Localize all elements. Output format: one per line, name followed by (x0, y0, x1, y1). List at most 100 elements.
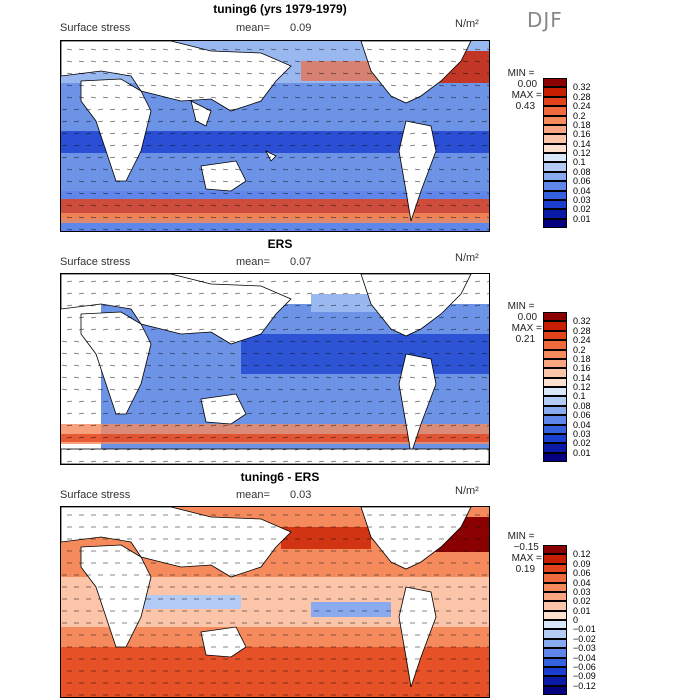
wind-vector (289, 132, 296, 135)
wind-vector (145, 376, 152, 379)
colorbar-swatch (543, 396, 567, 406)
wind-vector (162, 436, 169, 439)
wind-vector (145, 352, 152, 355)
panel-1-units: N/m² (455, 18, 479, 30)
wind-vector (66, 316, 73, 319)
wind-vector (229, 144, 236, 147)
wind-vector (306, 304, 313, 307)
wind-vector (282, 168, 289, 171)
wind-vector (330, 180, 337, 183)
wind-vector (78, 228, 85, 231)
wind-vector (66, 412, 73, 415)
wind-vector (102, 304, 109, 307)
wind-vector (66, 436, 73, 439)
wind-vector (330, 192, 337, 195)
wind-vector (114, 328, 121, 331)
wind-vector (157, 144, 164, 147)
wind-vector (366, 72, 373, 75)
wind-vector (289, 352, 296, 355)
wind-vector (162, 96, 169, 99)
wind-vector (186, 412, 193, 415)
wind-vector (433, 376, 440, 379)
wind-vector (66, 168, 73, 171)
wind-vector (289, 388, 296, 391)
wind-vector (318, 400, 325, 403)
wind-vector (385, 388, 392, 391)
wind-vector (378, 84, 385, 87)
panel-2-max-value: 0.21 (515, 334, 536, 345)
wind-vector (66, 84, 73, 87)
wind-vector (97, 132, 104, 135)
wind-vector (246, 48, 253, 51)
wind-vector (337, 120, 344, 123)
wind-vector (354, 304, 361, 307)
wind-vector (90, 436, 97, 439)
wind-vector (318, 292, 325, 295)
wind-vector (409, 108, 416, 111)
wind-vector (282, 424, 289, 427)
wind-vector (366, 412, 373, 415)
wind-vector (181, 364, 188, 367)
wind-vector (318, 412, 325, 415)
wind-vector (114, 204, 121, 207)
wind-vector (246, 304, 253, 307)
wind-vector (397, 388, 404, 391)
colorbar-swatch (543, 685, 567, 695)
wind-vector (78, 48, 85, 51)
wind-vector (330, 48, 337, 51)
colorbar-swatch (543, 563, 567, 574)
wind-vector (438, 460, 445, 463)
wind-vector (462, 60, 469, 63)
wind-vector (90, 96, 97, 99)
wind-vector (186, 292, 193, 295)
wind-vector (354, 84, 361, 87)
wind-vector (438, 280, 445, 283)
wind-vector (294, 48, 301, 51)
wind-vector (390, 192, 397, 195)
wind-vector (97, 352, 104, 355)
wind-vector (282, 96, 289, 99)
wind-vector (450, 316, 457, 319)
wind-vector (210, 216, 217, 219)
wind-vector (145, 144, 152, 147)
wind-vector (469, 340, 476, 343)
wind-vector (162, 72, 169, 75)
wind-vector (354, 412, 361, 415)
wind-vector (349, 352, 356, 355)
panel-2-minmax: MIN = 0.00 MAX = 0.21 (502, 290, 542, 345)
wind-vector (313, 120, 320, 123)
wind-vector (109, 132, 116, 135)
wind-vector (121, 340, 128, 343)
wind-vector (234, 72, 241, 75)
wind-vector (150, 168, 157, 171)
wind-vector (222, 400, 229, 403)
wind-vector (409, 340, 416, 343)
wind-vector (150, 72, 157, 75)
colorbar-tick-label: −0.12 (573, 680, 596, 691)
wind-vector (102, 72, 109, 75)
wind-vector (330, 96, 337, 99)
wind-vector (313, 388, 320, 391)
wind-vector (378, 316, 385, 319)
wind-vector (318, 328, 325, 331)
wind-vector (445, 340, 452, 343)
wind-vector (66, 460, 73, 463)
colorbar-swatch (543, 601, 567, 611)
wind-vector (306, 72, 313, 75)
wind-vector (294, 424, 301, 427)
wind-vector (78, 180, 85, 183)
wind-vector (486, 449, 489, 451)
colorbar-swatch (543, 162, 567, 172)
panel-1-max-value: 0.43 (515, 101, 536, 112)
wind-vector (325, 388, 332, 391)
wind-vector (270, 48, 277, 51)
wind-vector (474, 60, 481, 63)
wind-vector (462, 48, 469, 51)
colorbar-tick-label: 0.09 (573, 558, 591, 569)
wind-vector (402, 168, 409, 171)
wind-vector (138, 96, 145, 99)
wind-vector (162, 424, 169, 427)
colorbar-tick-label: 0.28 (573, 325, 591, 336)
wind-vector (330, 72, 337, 75)
wind-vector (450, 448, 457, 451)
